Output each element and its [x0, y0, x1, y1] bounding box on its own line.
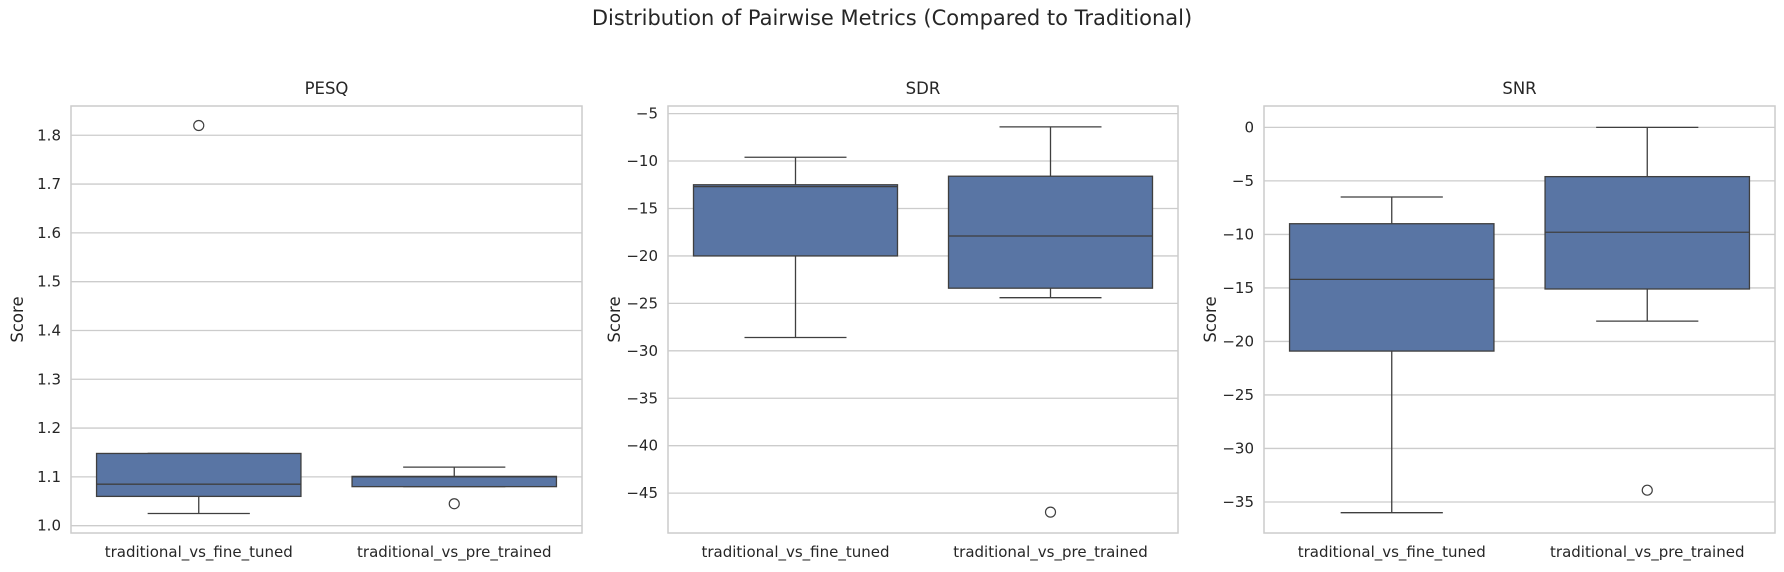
y-tick-label: −40	[626, 437, 658, 455]
outlier-point	[1044, 506, 1057, 518]
y-tick-label: 1.7	[37, 175, 61, 193]
y-tick-label: 1.0	[37, 517, 61, 535]
box-traditional_vs_fine_tuned	[1288, 196, 1495, 514]
y-tick-label: −15	[626, 199, 658, 217]
y-tick-label: 0	[1244, 118, 1254, 136]
y-tick-label: −5	[1232, 172, 1254, 190]
y-tick-label: −30	[626, 342, 658, 360]
panel-title: SDR	[906, 79, 941, 98]
y-tick-label: −5	[636, 105, 658, 123]
y-tick-label: −20	[1222, 332, 1254, 350]
panel-sdr: −5 −10 −15 −20 −25 −30 −35 −40 −45 traditional_vs…	[605, 79, 1179, 562]
iqr-box	[351, 475, 558, 488]
iqr-box	[692, 184, 899, 257]
panel-snr: 0 −5 −10 −15 −20 −25 −30 −35 traditional_vs_fine…	[1201, 79, 1776, 562]
y-tick-label: −35	[626, 389, 658, 407]
x-tick-label: traditional_vs_fine_tuned	[105, 543, 293, 562]
panel-pesq: 1.0 1.1 1.2 1.3 1.4 1.5 1.6 1.7 1.8 traditional_v…	[8, 79, 583, 562]
x-tick-label: traditional_vs_pre_trained	[357, 543, 551, 562]
iqr-box	[95, 452, 302, 498]
axes-frame	[1263, 105, 1776, 534]
box-traditional_vs_pre_trained	[1544, 126, 1751, 496]
outlier-point	[1641, 484, 1653, 496]
y-tick-label: −35	[1222, 493, 1254, 511]
box-traditional_vs_fine_tuned	[692, 156, 899, 339]
y-axis-label: Score	[605, 296, 624, 342]
x-tick-label: traditional_vs_pre_trained	[953, 543, 1147, 562]
box-traditional_vs_fine_tuned	[95, 119, 302, 515]
outlier-point	[193, 119, 205, 132]
x-tick-label: traditional_vs_fine_tuned	[1298, 543, 1486, 562]
y-tick-label: −45	[626, 484, 658, 502]
iqr-box	[947, 175, 1154, 289]
axes-frame	[70, 105, 583, 534]
y-tick-label: −25	[1222, 386, 1254, 404]
outlier-point	[448, 498, 460, 510]
axes-frame	[667, 105, 1179, 534]
x-tick-label: traditional_vs_fine_tuned	[701, 543, 889, 562]
y-tick-label: −15	[1222, 279, 1254, 297]
y-tick-label: 1.6	[37, 224, 61, 242]
panel-title: PESQ	[305, 79, 349, 98]
y-tick-label: 1.8	[37, 126, 61, 144]
y-tick-label: −30	[1222, 439, 1254, 457]
y-tick-label: 1.2	[37, 419, 61, 437]
figure-title: Distribution of Pairwise Metrics (Compar…	[591, 6, 1193, 30]
panel-title: SNR	[1502, 79, 1536, 98]
y-axis-label: Score	[8, 296, 27, 342]
y-tick-label: 1.1	[37, 468, 61, 486]
y-tick-label: −10	[1222, 225, 1254, 243]
y-tick-label: 1.5	[37, 273, 61, 291]
x-tick-label: traditional_vs_pre_trained	[1550, 543, 1744, 562]
box-traditional_vs_pre_trained	[947, 126, 1154, 518]
iqr-box	[1288, 223, 1495, 352]
y-axis-label: Score	[1201, 296, 1220, 342]
y-tick-label: 1.4	[37, 321, 61, 339]
y-tick-label: −10	[626, 152, 658, 170]
y-tick-label: −25	[626, 294, 658, 312]
y-tick-label: 1.3	[37, 370, 61, 388]
y-tick-label: −20	[626, 247, 658, 265]
box-traditional_vs_pre_trained	[351, 466, 558, 510]
